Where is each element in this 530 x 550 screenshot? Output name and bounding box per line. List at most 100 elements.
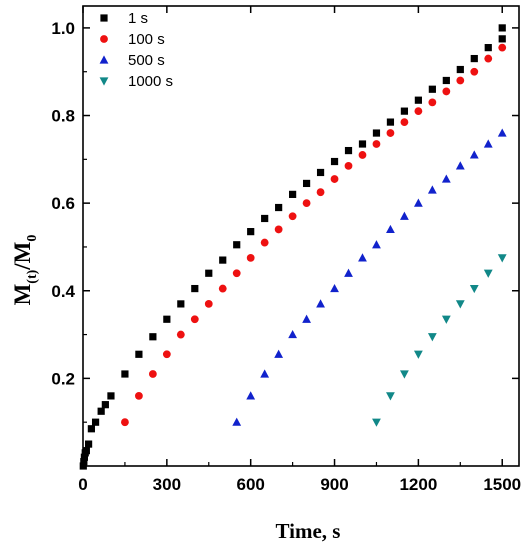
- data-point: [261, 214, 269, 223]
- data-point: [358, 253, 367, 262]
- data-point: [121, 418, 129, 427]
- data-point: [260, 369, 270, 378]
- data-point: [162, 350, 171, 359]
- data-point: [232, 417, 242, 426]
- data-point: [413, 198, 423, 207]
- legend-marker: [100, 35, 108, 43]
- series-0: [79, 24, 506, 470]
- x-tick-label: 1500: [483, 475, 521, 494]
- data-point: [149, 333, 157, 341]
- data-point: [302, 314, 311, 323]
- data-point: [442, 76, 450, 85]
- data-point: [91, 418, 100, 426]
- data-point: [483, 139, 493, 148]
- data-point: [302, 199, 311, 208]
- data-point: [80, 453, 88, 461]
- data-point: [288, 212, 297, 221]
- data-point: [442, 87, 451, 96]
- svg-text:M(t)/M0: M(t)/M0: [10, 235, 40, 306]
- data-point: [288, 329, 298, 339]
- data-point: [260, 238, 269, 247]
- data-point: [80, 458, 88, 466]
- data-point: [386, 129, 395, 137]
- data-point: [274, 225, 283, 234]
- data-point: [84, 440, 93, 448]
- data-point: [330, 175, 339, 183]
- legend-marker: [99, 77, 109, 86]
- data-point: [484, 44, 492, 52]
- data-point: [101, 401, 109, 409]
- y-axis-title-sub2: 0: [25, 235, 40, 242]
- series-1: [121, 43, 507, 427]
- data-point: [163, 315, 171, 323]
- data-point: [358, 151, 367, 159]
- y-axis-title: M(t)/M0: [10, 235, 40, 306]
- x-tick-label: 600: [237, 475, 265, 494]
- legend-label: 500 s: [128, 52, 165, 69]
- data-point: [469, 150, 479, 159]
- y-tick-label: 0.2: [51, 369, 75, 388]
- data-point: [400, 211, 409, 220]
- data-point: [400, 370, 409, 379]
- data-point: [316, 168, 325, 177]
- data-point: [498, 35, 506, 43]
- y-axis-title-mid: /M: [10, 241, 35, 270]
- data-point: [497, 254, 507, 263]
- data-point: [386, 392, 395, 401]
- data-point: [414, 107, 423, 116]
- data-point: [470, 67, 479, 76]
- data-point: [484, 54, 493, 63]
- data-point: [498, 43, 507, 52]
- data-point: [289, 190, 297, 198]
- data-point: [456, 65, 464, 74]
- x-tick-label: 900: [320, 475, 348, 494]
- data-point: [191, 284, 199, 293]
- y-axis-title-sub: (t): [25, 269, 40, 283]
- legend-marker: [99, 55, 109, 64]
- data-point: [455, 161, 465, 170]
- y-tick-label: 0.4: [51, 282, 75, 301]
- data-point: [204, 300, 213, 308]
- data-point: [316, 299, 325, 308]
- plot-layer: [79, 24, 507, 470]
- data-point: [483, 269, 493, 278]
- data-point: [372, 140, 381, 148]
- data-point: [358, 140, 367, 148]
- data-point: [413, 350, 423, 359]
- data-point: [190, 315, 199, 324]
- data-point: [177, 300, 185, 308]
- data-point: [82, 447, 90, 455]
- x-tick-label: 0: [78, 475, 87, 494]
- data-point: [400, 107, 409, 115]
- data-point: [344, 162, 353, 170]
- data-point: [246, 254, 255, 262]
- data-point: [233, 241, 241, 249]
- data-point: [246, 391, 256, 400]
- x-axis-title: Time, s: [276, 519, 341, 543]
- data-point: [428, 85, 436, 93]
- axis-layer: 0 300 600 900 1200 1500 0.2 0.4 0.6 0.8 1.0: [51, 5, 521, 494]
- data-point: [427, 333, 437, 342]
- data-point: [497, 128, 507, 137]
- data-point: [441, 174, 451, 183]
- data-point: [498, 24, 506, 32]
- data-point: [469, 284, 479, 294]
- data-point: [386, 118, 395, 126]
- y-tick-label: 0.8: [51, 107, 75, 126]
- legend: 1 s 100 s 500 s 1000 s: [99, 10, 173, 90]
- series-3: [372, 254, 507, 427]
- data-point: [107, 392, 115, 400]
- legend-label: 100 s: [128, 31, 165, 48]
- data-point: [456, 76, 465, 85]
- data-point: [441, 315, 451, 324]
- x-tick-label: 1200: [399, 475, 437, 494]
- data-point: [302, 179, 311, 188]
- data-point: [121, 370, 129, 378]
- data-point: [400, 118, 409, 126]
- data-point: [134, 392, 143, 400]
- data-point: [372, 240, 381, 249]
- data-point: [344, 268, 353, 277]
- data-point: [386, 224, 395, 234]
- legend-label: 1000 s: [128, 73, 173, 90]
